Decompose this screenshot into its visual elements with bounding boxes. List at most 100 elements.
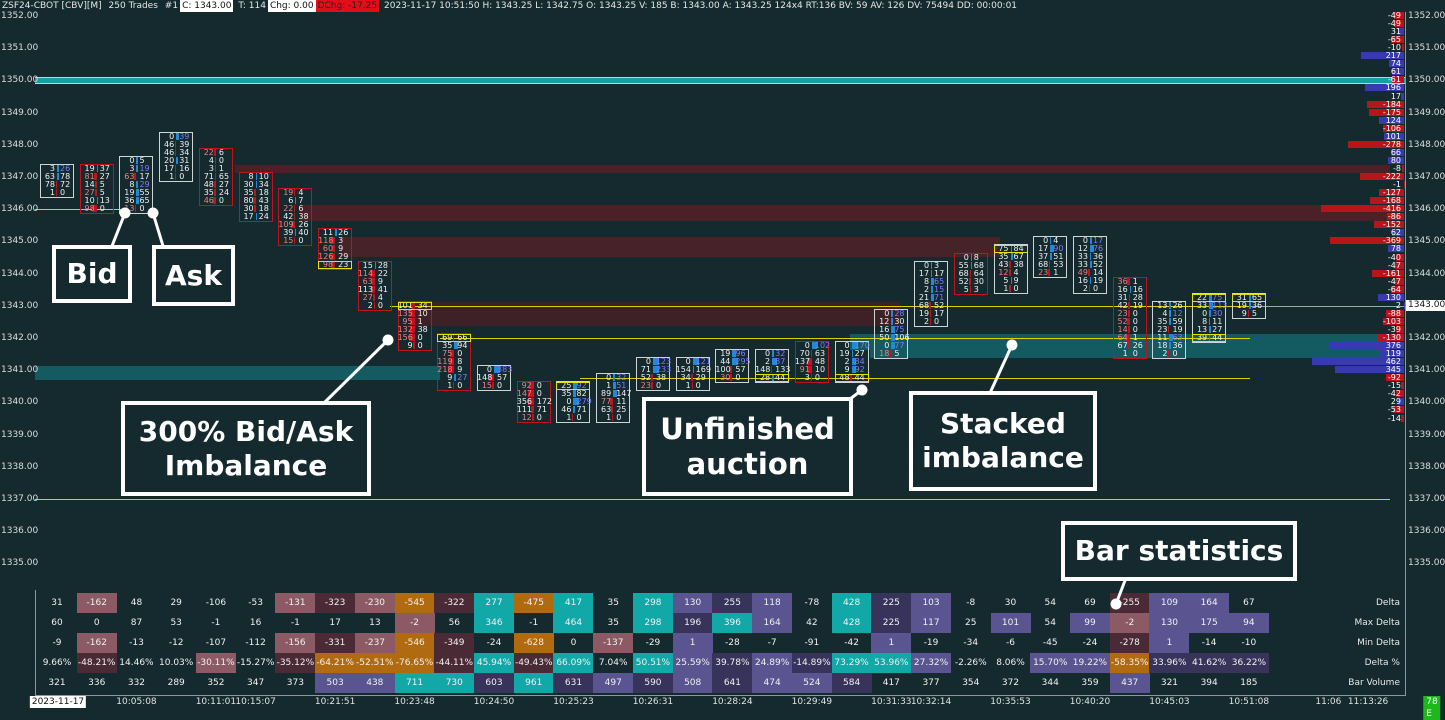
- footprint-delta-mark: [771, 366, 773, 373]
- price-label-right: 1339.00: [1408, 430, 1445, 440]
- zone-band: [340, 237, 1000, 257]
- footprint-delta-mark: [1129, 294, 1130, 301]
- time-label: 10:11:01: [196, 696, 236, 708]
- stat-cell: 24.89%: [752, 653, 792, 673]
- stat-cell: -278: [1110, 633, 1150, 653]
- unfinished-auction-marker: [437, 334, 471, 342]
- time-label: 10:51:08: [1229, 696, 1269, 708]
- footprint-delta-mark: [891, 310, 893, 317]
- footprint-delta-mark: [176, 157, 177, 164]
- footprint-bid-volume: 1: [159, 173, 174, 181]
- footprint-delta-mark: [97, 197, 98, 204]
- footprint-delta-mark: [294, 237, 296, 244]
- stat-cell: -628: [514, 633, 554, 653]
- stat-cell: -9: [37, 633, 77, 653]
- footprint-bid-volume: 1: [676, 382, 691, 390]
- footprint-bid-volume: 1: [596, 414, 611, 422]
- time-label: 10:05:08: [116, 696, 156, 708]
- footprint-bid-volume: 2: [358, 302, 373, 310]
- footprint-ask-volume: 0: [60, 189, 75, 197]
- footprint-delta-mark: [1128, 326, 1130, 333]
- stat-cell: 961: [514, 673, 554, 693]
- footprint-delta-mark: [1090, 237, 1092, 244]
- price-label-left: 1342.00: [1, 333, 38, 343]
- stat-cell: 584: [832, 673, 872, 693]
- footprint-delta-mark: [335, 229, 337, 236]
- stat-cell: 347: [236, 673, 276, 693]
- footprint-delta-mark: [1090, 253, 1091, 260]
- stat-cell: -15.27%: [236, 653, 276, 673]
- callout-ask-text: Ask: [165, 259, 222, 293]
- profile-bar: [1401, 415, 1404, 422]
- stat-cell: 428: [832, 593, 872, 613]
- footprint-delta-mark: [254, 205, 255, 212]
- footprint-bid-volume: 5: [954, 286, 969, 294]
- stat-cell: -19: [911, 633, 951, 653]
- stat-cell: -24: [1070, 633, 1110, 653]
- stat-cell: 225: [871, 593, 911, 613]
- stat-cell: 428: [832, 613, 872, 633]
- footprint-delta-mark: [254, 189, 256, 196]
- footprint-delta-mark: [573, 406, 575, 413]
- price-label-right: 1337.00: [1408, 494, 1445, 504]
- footprint-delta-mark: [295, 197, 296, 204]
- price-label-right: 1344.00: [1408, 269, 1445, 279]
- stat-cell: 53: [156, 613, 196, 633]
- stat-cell: -545: [395, 593, 435, 613]
- callout-bid: Bid: [52, 245, 132, 303]
- footprint-ask-volume: 0: [418, 342, 433, 350]
- price-label-right: 1336.00: [1408, 526, 1445, 536]
- footprint-delta-mark: [890, 350, 892, 357]
- footprint-delta-mark: [1169, 318, 1171, 325]
- footprint-delta-mark: [294, 205, 296, 212]
- stat-cell: 54: [1030, 593, 1070, 613]
- zone-band: [300, 205, 1390, 221]
- stat-cell: 9.66%: [37, 653, 77, 673]
- footprint-bid-volume: 23: [1033, 269, 1048, 277]
- stat-cell: 464: [553, 613, 593, 633]
- footprint-bid-volume: 12: [517, 414, 532, 422]
- stat-cell: 53.96%: [871, 653, 911, 673]
- stat-cell: -76.65%: [395, 653, 435, 673]
- footprint-ask-volume: 0: [1172, 350, 1187, 358]
- stat-cell: -53: [236, 593, 276, 613]
- stat-cell: 54: [1030, 613, 1070, 633]
- footprint-delta-mark: [613, 374, 615, 381]
- footprint-delta-mark: [136, 165, 138, 172]
- time-label: 10:28:24: [712, 696, 752, 708]
- stat-cell: -45: [1030, 633, 1070, 653]
- footprint-bid-volume: 17: [239, 213, 254, 221]
- stat-cell: -8: [951, 593, 991, 613]
- footprint-ask-volume: 24: [259, 213, 274, 221]
- price-label-left: 1335.00: [1, 558, 38, 568]
- stat-cell: -106: [196, 593, 236, 613]
- footprint-delta-mark: [970, 286, 971, 293]
- footprint-bid-volume: 1: [40, 189, 55, 197]
- footprint-delta-mark: [1128, 310, 1130, 317]
- stat-cell: 332: [116, 673, 156, 693]
- stat-cell: 321: [37, 673, 77, 693]
- callout-unfinished-line1: Unfinished: [660, 412, 835, 447]
- current-price-label: 1343.00: [1406, 300, 1445, 311]
- footprint-bid-volume: 46: [199, 197, 214, 205]
- footprint-bid-volume: 2: [914, 318, 929, 326]
- stat-cell: 94: [1229, 613, 1269, 633]
- footprint-delta-mark: [1050, 253, 1052, 260]
- stat-cell: 373: [275, 673, 315, 693]
- stat-cell: 524: [792, 673, 832, 693]
- stat-cell: -162: [77, 593, 117, 613]
- footprint-delta-mark: [175, 141, 176, 148]
- footprint-delta-mark: [1128, 302, 1130, 309]
- time-label: 10:45:03: [1149, 696, 1189, 708]
- stat-cell: -48.21%: [77, 653, 117, 673]
- stat-cell: 36.22%: [1229, 653, 1269, 673]
- footprint-bid-volume: 2: [1073, 285, 1088, 293]
- footprint-delta-mark: [730, 374, 732, 381]
- stat-cell: 277: [474, 593, 514, 613]
- footprint-ask-volume: 0: [298, 237, 313, 245]
- stat-cell: -64.21%: [315, 653, 355, 673]
- footprint-ask-volume: 5: [894, 350, 909, 358]
- callout-bid-text: Bid: [67, 257, 118, 291]
- footprint-delta-mark: [1209, 310, 1211, 317]
